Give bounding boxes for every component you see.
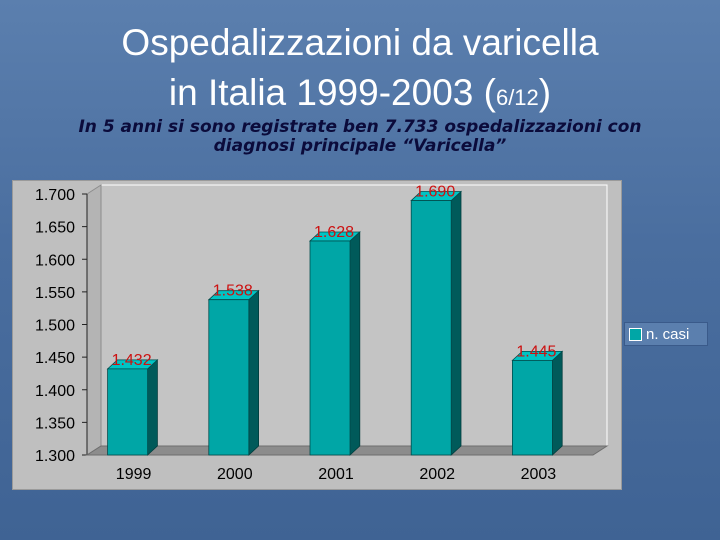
data-labels: 1.432 1.538 1.628 1.690 1.445 (112, 184, 557, 369)
chart-area: 1.300 1.350 1.400 1.450 1.500 1.550 1.600 1.650… (12, 180, 622, 490)
data-label: 1.432 (112, 352, 152, 369)
bar (107, 368, 148, 456)
y-axis: 1.300 1.350 1.400 1.450 1.500 1.550 1.600 1.650… (35, 187, 88, 465)
bar (511, 359, 553, 456)
bar-side (147, 358, 158, 456)
data-label: 1.445 (516, 343, 556, 360)
data-label: 1.628 (314, 224, 354, 241)
data-label: 1.538 (213, 283, 253, 300)
bar-side (552, 350, 563, 456)
bars (106, 190, 564, 456)
y-tick-label: 1.700 (35, 187, 75, 204)
slide-subtitle: In 5 anni si sono registrate ben 7.733 o… (40, 118, 680, 156)
y-tick-label: 1.600 (35, 252, 75, 269)
y-tick-label: 1.500 (35, 318, 75, 335)
title-line-2: in Italia 1999-2003 (6/12) (0, 68, 720, 123)
subtitle-line-1: In 5 anni si sono registrate ben 7.733 o… (78, 117, 642, 137)
bar-side (450, 190, 462, 456)
legend: n. casi (624, 322, 708, 346)
x-tick-label: 2001 (318, 466, 354, 483)
title-line-2-text: in Italia 1999-2003 ( (168, 72, 496, 113)
plot-side-wall (86, 184, 102, 456)
x-tick-label: 2002 (419, 466, 455, 483)
y-tick-label: 1.400 (35, 383, 75, 400)
bar (208, 299, 250, 456)
x-tick-label: 2003 (521, 466, 557, 483)
bar (309, 240, 351, 456)
slide-title: Ospedalizzazioni da varicella in Italia … (0, 18, 720, 123)
x-tick-label: 1999 (116, 466, 152, 483)
bar-side (349, 231, 361, 456)
title-line-1: Ospedalizzazioni da varicella (121, 22, 599, 63)
bar-side (248, 289, 260, 456)
y-tick-label: 1.650 (35, 220, 75, 237)
title-fraction: 6/12 (495, 85, 539, 110)
legend-swatch (629, 327, 642, 341)
title-close-paren: ) (538, 72, 552, 113)
y-tick-label: 1.450 (35, 350, 75, 367)
subtitle-line-2: diagnosi principale “Varicella” (213, 136, 507, 156)
x-tick-label: 2000 (217, 466, 253, 483)
x-axis: 1999 2000 2001 2002 2003 (116, 466, 556, 483)
y-tick-label: 1.350 (35, 415, 75, 432)
bar (410, 200, 452, 456)
y-tick-label: 1.300 (35, 448, 75, 465)
data-label: 1.690 (415, 184, 455, 201)
y-tick-label: 1.550 (35, 285, 75, 302)
legend-label: n. casi (646, 325, 690, 343)
bar-chart: 1.300 1.350 1.400 1.450 1.500 1.550 1.600 1.650… (35, 184, 609, 483)
